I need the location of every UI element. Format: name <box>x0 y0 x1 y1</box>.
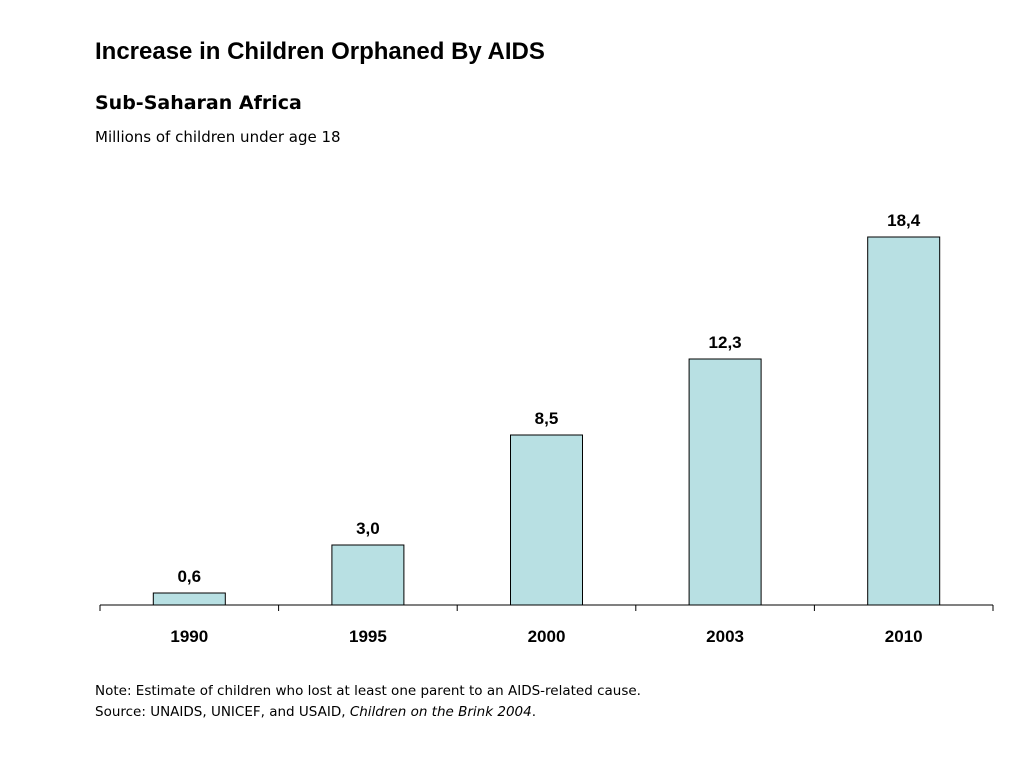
data-label-2010: 18,4 <box>887 211 921 230</box>
bar-2000 <box>510 434 583 606</box>
source-suffix: . <box>531 704 537 720</box>
x-tick-label-2000: 2000 <box>528 627 566 646</box>
bar-1995 <box>331 544 405 606</box>
data-label-2003: 12,3 <box>709 333 742 352</box>
bar-1990 <box>152 592 226 606</box>
source-text: Source: UNAIDS, UNICEF, and USAID, Child… <box>95 702 641 723</box>
source-title: Children on the Brink 2004 <box>349 704 532 720</box>
chart-subtitle: Sub-Saharan Africa <box>95 92 302 114</box>
note-text: Note: Estimate of children who lost at l… <box>95 683 641 699</box>
data-label-1990: 0,6 <box>177 567 201 586</box>
source-prefix: Source: UNAIDS, UNICEF, and USAID, <box>95 704 350 720</box>
x-tick-label-2003: 2003 <box>706 627 744 646</box>
y-axis-label: Millions of children under age 18 <box>95 128 341 146</box>
bar-2010 <box>867 236 941 606</box>
data-label-2000: 8,5 <box>535 409 559 428</box>
chart-title: Increase in Children Orphaned By AIDS <box>95 38 545 65</box>
x-tick-label-1990: 1990 <box>170 627 208 646</box>
chart-footnote: Note: Estimate of children who lost at l… <box>95 681 641 723</box>
x-tick-label-1995: 1995 <box>349 627 387 646</box>
bar-2003 <box>688 358 762 606</box>
x-tick-label-2010: 2010 <box>885 627 923 646</box>
data-label-1995: 3,0 <box>356 519 380 538</box>
